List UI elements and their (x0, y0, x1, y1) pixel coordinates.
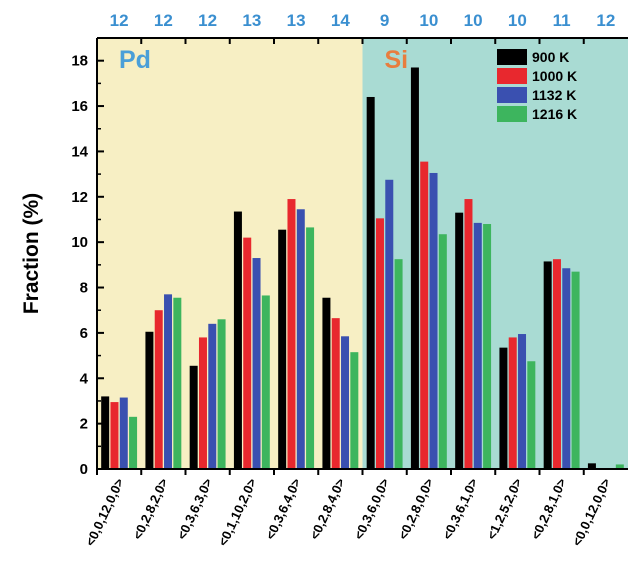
y-tick-label: 18 (71, 53, 88, 70)
bar (375, 218, 384, 469)
region-background-si (362, 38, 628, 469)
y-tick-label: 14 (71, 143, 88, 160)
coordination-number-label: 9 (380, 11, 389, 30)
coordination-number-label: 12 (110, 11, 129, 30)
legend-swatch (497, 49, 527, 65)
bar (483, 224, 492, 469)
x-tick-label: <0,2,8,4,0> (307, 476, 349, 542)
bar (410, 67, 419, 469)
bar (499, 347, 508, 469)
legend-label: 1000 K (532, 68, 577, 84)
bar (164, 294, 173, 469)
bar (173, 297, 182, 469)
legend-swatch (497, 68, 527, 84)
bar (119, 397, 128, 469)
x-tick-label: <0,3,6,0,0> (351, 476, 393, 542)
bar (101, 396, 110, 469)
bar (189, 365, 198, 469)
x-tick-label: <0,3,6,1,0> (439, 476, 481, 542)
bar (464, 199, 473, 469)
x-tick-label: <0,2,8,1,0> (528, 476, 570, 542)
coordination-number-label: 12 (198, 11, 217, 30)
coordination-number-label: 10 (419, 11, 438, 30)
region-background-pd (97, 38, 363, 469)
coordination-number-label: 14 (331, 11, 350, 30)
coordination-number-label: 13 (287, 11, 306, 30)
bar (341, 336, 350, 469)
legend-label: 1132 K (532, 87, 576, 103)
bar (110, 402, 119, 469)
bar (296, 209, 305, 469)
bar (366, 96, 375, 470)
x-tick-label: <1,2,5,2,0> (484, 476, 526, 542)
bar (261, 295, 270, 469)
x-tick-label: <0,0,12,0,0> (569, 476, 614, 549)
bar (552, 259, 561, 469)
bar (473, 222, 482, 469)
bar (252, 258, 261, 469)
x-tick-label: <0,0,12,0,0> (82, 476, 127, 549)
coordination-number-label: 12 (596, 11, 615, 30)
bar (322, 297, 331, 469)
y-tick-label: 12 (71, 189, 88, 206)
y-tick-label: 10 (71, 234, 88, 251)
x-tick-label: <0,2,8,0,0> (395, 476, 437, 542)
y-tick-label: 8 (80, 280, 88, 297)
y-tick-label: 2 (80, 416, 88, 433)
bar (562, 268, 571, 469)
coordination-number-label: 13 (242, 11, 261, 30)
bar (350, 352, 359, 469)
bar (331, 318, 340, 469)
x-tick-label: <0,3,6,4,0> (262, 476, 304, 542)
legend-label: 1216 K (532, 106, 577, 122)
y-axis-label: Fraction (%) (20, 193, 43, 314)
bar (287, 199, 296, 469)
bar (438, 234, 447, 469)
bar (233, 211, 242, 469)
bar (278, 229, 287, 469)
bar (198, 337, 207, 469)
bar (243, 237, 252, 469)
region-label-si: Si (385, 46, 409, 74)
x-tick-label: <0,3,6,3,0> (174, 476, 216, 542)
bar (129, 416, 138, 469)
bar (508, 337, 517, 469)
bar (306, 227, 315, 469)
bar (587, 463, 596, 469)
bar (154, 310, 163, 469)
x-tick-label: <0,1,10,2,0> (215, 476, 260, 549)
bar (394, 259, 403, 469)
bar (543, 261, 552, 469)
legend-swatch (497, 87, 527, 103)
x-tick-label: <0,2,8,2,0> (130, 476, 172, 542)
bar (420, 161, 429, 469)
y-tick-label: 16 (71, 98, 88, 115)
y-tick-label: 4 (80, 370, 89, 387)
y-tick-label: 6 (80, 325, 88, 342)
bar (518, 334, 527, 469)
legend-label: 900 K (532, 49, 569, 65)
bar (571, 271, 580, 469)
bar (429, 172, 438, 469)
legend-swatch (497, 106, 527, 122)
bar (385, 179, 394, 470)
bar (208, 323, 217, 469)
coordination-number-label: 10 (464, 11, 483, 30)
y-tick-label: 0 (80, 461, 88, 478)
bar (145, 331, 154, 469)
coordination-number-label: 12 (154, 11, 173, 30)
bar (217, 319, 226, 469)
bar (455, 212, 464, 469)
region-label-pd: Pd (119, 46, 151, 74)
bar (527, 361, 536, 469)
coordination-number-label: 10 (508, 11, 527, 30)
bar (615, 464, 624, 469)
coordination-number-label: 11 (553, 11, 571, 30)
